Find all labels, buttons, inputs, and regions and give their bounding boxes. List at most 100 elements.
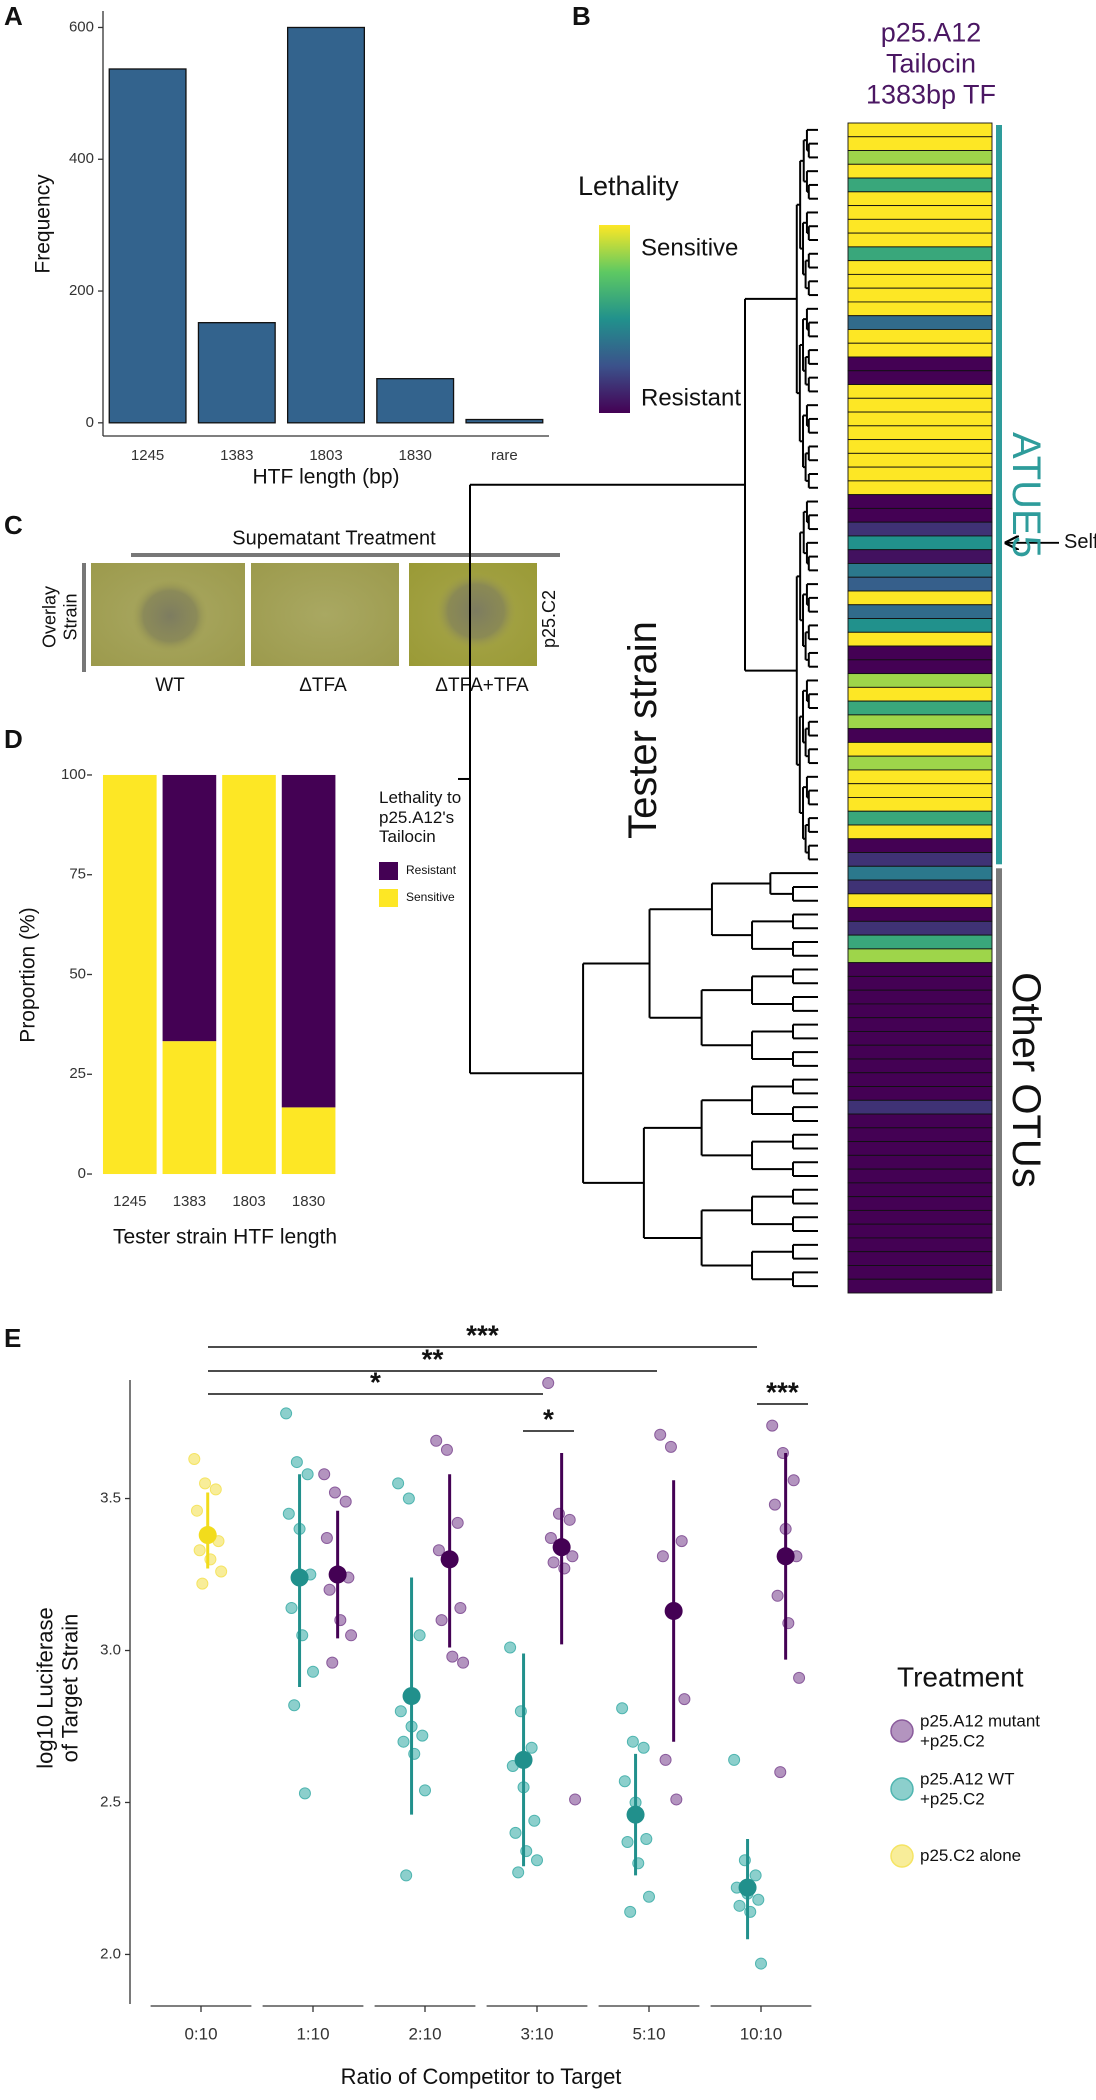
panel-label: C (4, 510, 23, 540)
heatmap-cell (847, 411, 993, 427)
bar-segment (281, 1107, 336, 1175)
heatmap-cell (847, 1154, 993, 1170)
heatmap-cell (847, 150, 993, 165)
heatmap-cell (847, 852, 993, 867)
data-point (544, 1532, 557, 1545)
heatmap-cell (847, 920, 993, 936)
colorbar-label: Resistant (641, 384, 741, 411)
data-point (664, 1440, 677, 1453)
heatmap-cell (847, 659, 993, 675)
heatmap-cell (847, 1086, 993, 1101)
heatmap-cell (847, 356, 993, 372)
heatmap-cell (847, 576, 993, 592)
data-point (771, 1589, 784, 1602)
heatmap-cell (847, 1003, 993, 1019)
bar (108, 68, 187, 424)
mean-point (776, 1547, 795, 1566)
heatmap-cell (847, 329, 993, 344)
bar-segment (222, 774, 276, 1175)
treatment-title: Supematant Treatment (232, 527, 436, 549)
data-point (394, 1705, 407, 1718)
heatmap-cell (847, 975, 993, 991)
significance-label: * (370, 1366, 381, 1397)
heatmap-cell (847, 879, 993, 895)
legend-marker (890, 1777, 914, 1801)
legend-swatch (379, 862, 398, 880)
data-point (432, 1544, 445, 1557)
y-tick-label: 200 (69, 282, 94, 299)
group-label: ATUE5 (1004, 431, 1048, 558)
x-tick-label: 1803 (309, 447, 342, 464)
y-axis-title: Frequency (32, 174, 55, 274)
data-point (563, 1513, 576, 1526)
mean-point (402, 1687, 421, 1706)
data-point (504, 1641, 517, 1654)
heatmap-cell (847, 769, 993, 785)
x-tick-label: 10:10 (740, 2024, 783, 2043)
data-point (531, 1854, 543, 1867)
colorbar (599, 225, 630, 413)
annotation-label: Self (1064, 531, 1096, 553)
data-point (298, 1787, 311, 1800)
heatmap-cell (847, 122, 993, 138)
heatmap-cell (847, 177, 993, 193)
data-point (621, 1835, 634, 1848)
heatmap-cell (847, 452, 993, 468)
x-tick-label: 2:10 (408, 2024, 441, 2043)
heatmap-cell (847, 1044, 993, 1060)
data-point (749, 1869, 762, 1882)
heatmap-cell (847, 480, 993, 496)
y-tick-label: 600 (69, 18, 94, 35)
significance-label: ** (422, 1343, 444, 1374)
heatmap-cell (847, 232, 993, 248)
y-tick-label: 0 (78, 1165, 86, 1182)
panel-c: C Supematant Treatment p25.C2 WT ΔTFA ΔT… (4, 510, 560, 696)
heatmap-cell (847, 1099, 993, 1115)
plate-halo (132, 580, 208, 652)
heatmap-cell (847, 824, 993, 840)
data-point (656, 1550, 669, 1563)
heatmap-cell (847, 673, 993, 688)
y-tick-label: 2.5 (100, 1793, 121, 1810)
heatmap-cell (847, 797, 993, 812)
data-point (637, 1741, 650, 1754)
heatmap-cell (847, 1113, 993, 1129)
mean-point (552, 1538, 571, 1557)
data-point (188, 1453, 201, 1466)
heatmap-cell (847, 1072, 993, 1087)
data-point (659, 1753, 672, 1766)
heatmap-cell (847, 893, 993, 909)
heatmap-cell (847, 1031, 993, 1046)
data-point (209, 1483, 222, 1496)
x-axis-title: HTF length (bp) (252, 466, 399, 489)
heatmap-cell (847, 1237, 993, 1253)
group-label: Other OTUs (1004, 971, 1048, 1188)
strain-label: p25.C2 (539, 590, 559, 648)
data-point (569, 1793, 582, 1806)
group-bar (996, 868, 1002, 1291)
data-point (525, 1741, 538, 1754)
heatmap-cell (847, 466, 993, 482)
heatmap-cell (847, 1141, 993, 1156)
data-point (755, 1957, 767, 1970)
heatmap-cell (847, 590, 993, 606)
heatmap-cell (847, 315, 993, 330)
heatmap-cell (847, 865, 993, 881)
heatmap-cell (847, 384, 993, 399)
heatmap-cell (847, 989, 993, 1005)
data-point (457, 1656, 470, 1669)
legend-marker (890, 1844, 914, 1868)
significance-label: *** (766, 1376, 799, 1407)
data-point (301, 1468, 314, 1481)
colorbar-title: Lethality (578, 171, 679, 201)
data-point (345, 1629, 358, 1642)
heatmap-cell (847, 618, 993, 633)
data-point (290, 1456, 303, 1469)
mean-point (626, 1805, 645, 1824)
data-point (566, 1550, 579, 1563)
legend-swatch (379, 889, 398, 907)
legend-title: Treatment (897, 1661, 1024, 1692)
heatmap-cell (847, 604, 993, 619)
heatmap-cell (847, 948, 993, 964)
